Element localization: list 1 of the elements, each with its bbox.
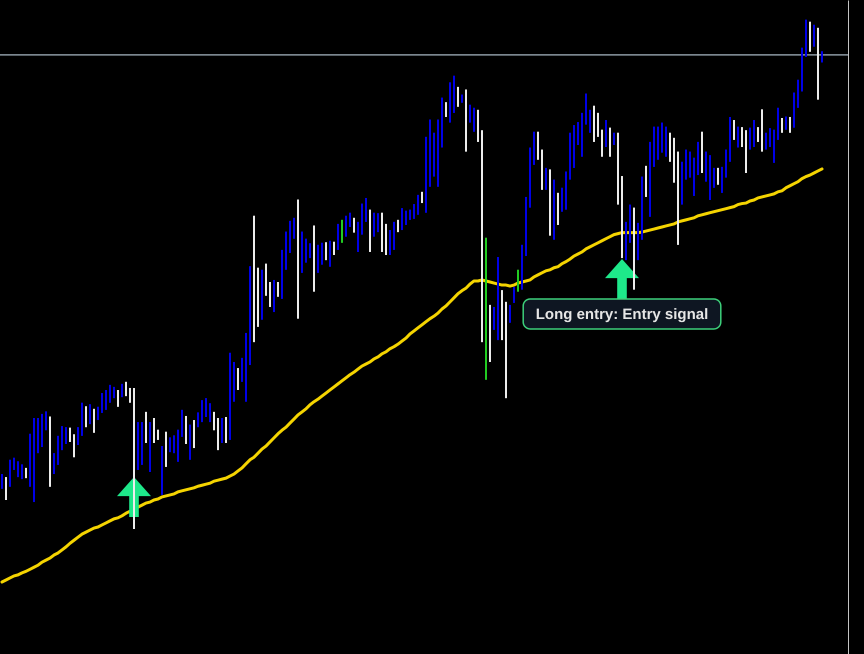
annotation: Long entry: Entry signal	[536, 306, 708, 323]
